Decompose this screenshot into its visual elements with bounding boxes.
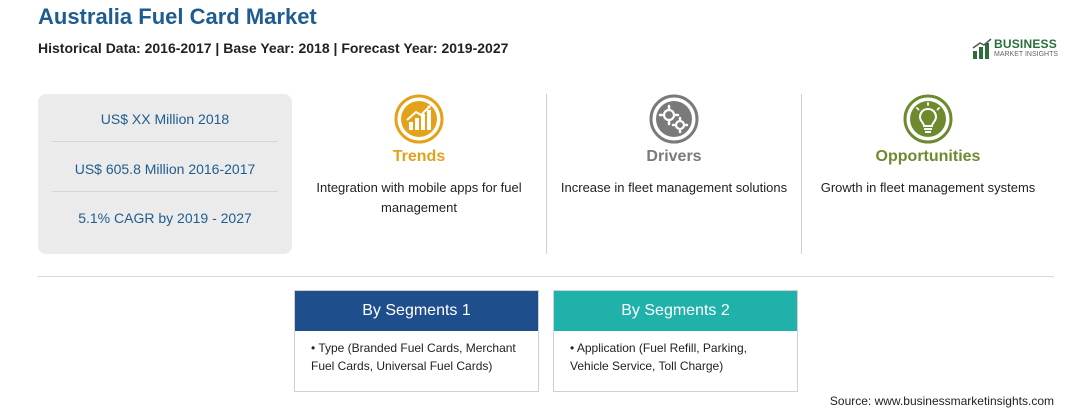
chart-trend-icon xyxy=(394,94,444,144)
segment-1-header: By Segments 1 xyxy=(295,291,538,331)
segment-2-item: Application (Fuel Refill, Parking, Vehic… xyxy=(570,341,747,373)
segment-1-body: • Type (Branded Fuel Cards, Merchant Fue… xyxy=(295,331,538,375)
bullet: • xyxy=(311,341,319,355)
trends-text: Integration with mobile apps for fuel ma… xyxy=(316,180,522,215)
page-title: Australia Fuel Card Market xyxy=(38,4,317,29)
trends-title: Trends xyxy=(392,148,446,165)
business-insights-logo: BUSINESS MARKET INSIGHTS xyxy=(972,36,1062,62)
stat-divider xyxy=(52,141,278,142)
source-note: Source: www.businessmarketinsights.com xyxy=(829,394,1054,408)
bullet: • xyxy=(570,341,577,355)
stats-panel: US$ XX Million 2018 US$ 605.8 Million 20… xyxy=(38,94,292,254)
stat-historical: US$ 605.8 Million 2016-2017 xyxy=(74,161,256,177)
logo-subtext: MARKET INSIGHTS xyxy=(994,51,1059,58)
column-divider xyxy=(801,94,802,254)
logo-text: BUSINESS xyxy=(994,37,1057,51)
segment-2-card: By Segments 2 • Application (Fuel Refill… xyxy=(553,290,798,392)
stat-divider xyxy=(52,191,278,192)
stat-base-year: US$ XX Million 2018 xyxy=(100,111,230,127)
stat-cagr: 5.1% CAGR by 2019 - 2027 xyxy=(78,210,252,226)
segment-1-card: By Segments 1 • Type (Branded Fuel Cards… xyxy=(294,290,539,392)
page-subtitle: Historical Data: 2016-2017 | Base Year: … xyxy=(38,40,509,56)
segment-1-item: Type (Branded Fuel Cards, Merchant Fuel … xyxy=(311,341,516,373)
drivers-title: Drivers xyxy=(646,148,702,165)
drivers-text: Increase in fleet management solutions xyxy=(560,180,788,195)
opportunities-title: Opportunities xyxy=(875,148,981,165)
column-divider xyxy=(546,94,547,254)
segment-2-header: By Segments 2 xyxy=(554,291,797,331)
section-divider xyxy=(38,276,1054,277)
segment-2-body: • Application (Fuel Refill, Parking, Veh… xyxy=(554,331,797,375)
opportunities-text: Growth in fleet management systems xyxy=(820,180,1036,195)
gears-icon xyxy=(649,94,699,144)
logo-icon xyxy=(972,38,992,59)
lightbulb-icon xyxy=(903,94,953,144)
